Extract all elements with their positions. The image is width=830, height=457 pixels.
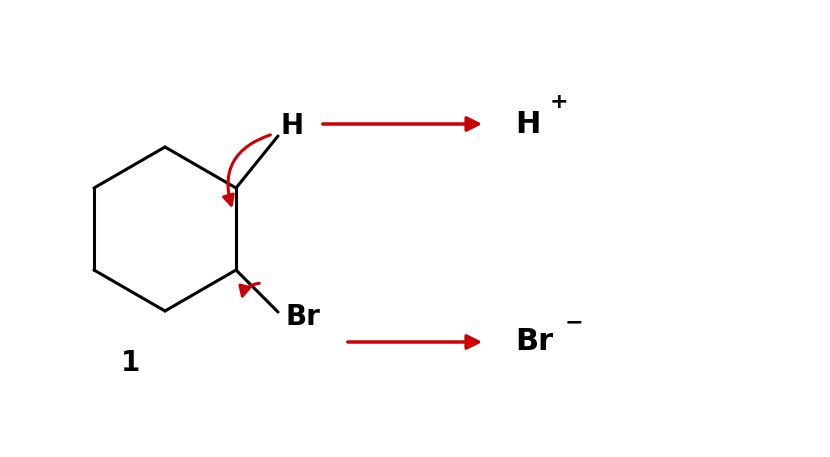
Text: −: − bbox=[565, 312, 583, 332]
Text: 1: 1 bbox=[120, 349, 139, 377]
Text: H: H bbox=[515, 110, 540, 138]
Text: Br: Br bbox=[515, 328, 553, 356]
Text: +: + bbox=[550, 92, 569, 112]
Text: H: H bbox=[281, 112, 304, 140]
Text: Br: Br bbox=[286, 303, 320, 331]
